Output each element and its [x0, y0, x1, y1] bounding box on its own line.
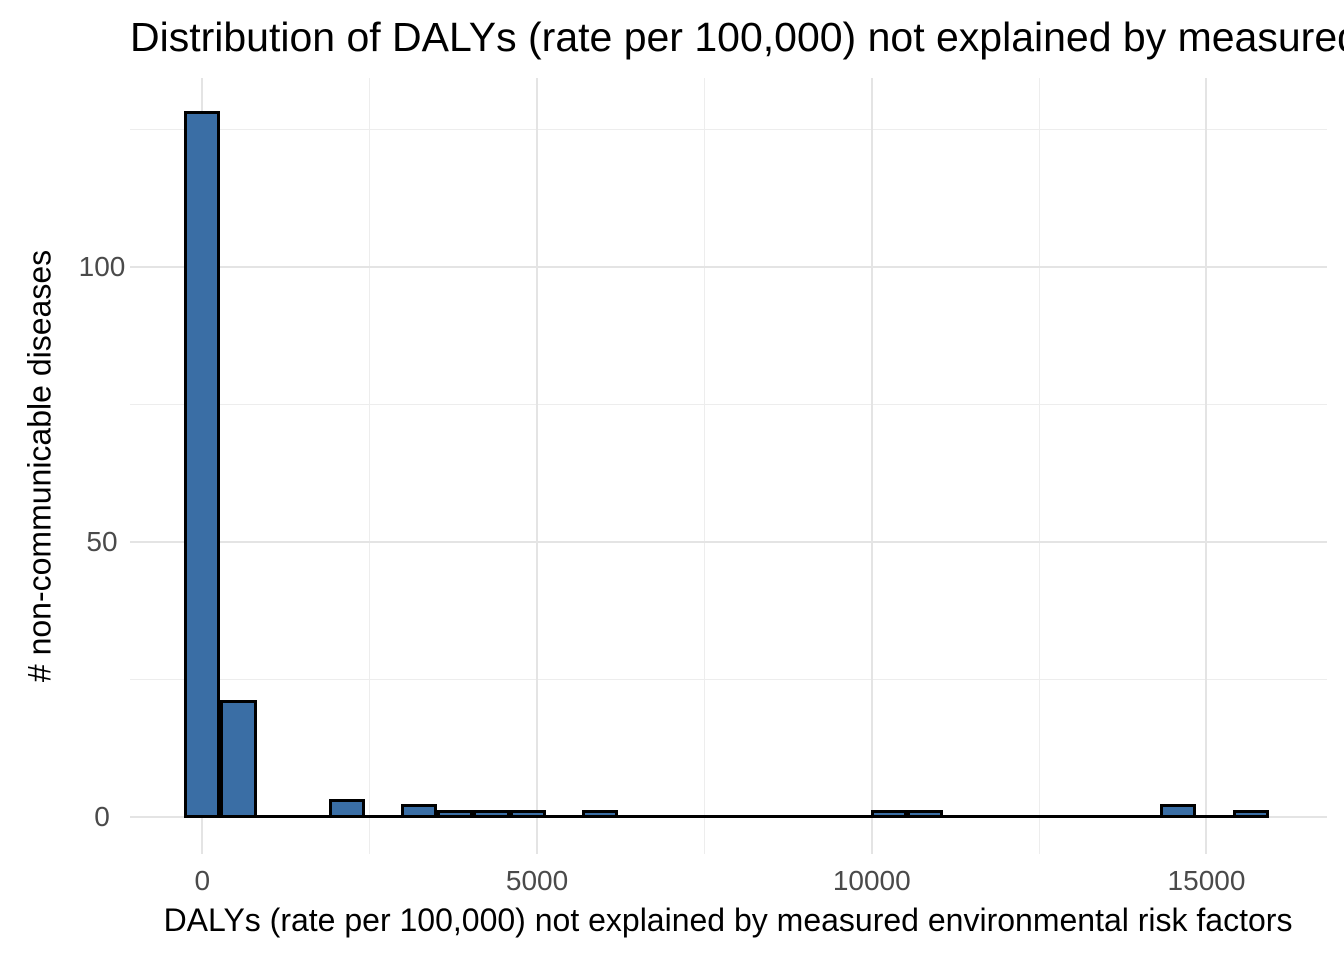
- histogram-bar: [509, 809, 546, 819]
- histogram-zero-bin: [762, 815, 799, 819]
- histogram-bar: [184, 111, 221, 819]
- histogram-zero-bin: [364, 815, 402, 819]
- y-axis-title-box: # non-communicable diseases: [10, 78, 70, 854]
- x-minor-gridline: [369, 78, 371, 854]
- x-minor-gridline: [703, 78, 705, 854]
- x-tick-label: 15000: [1167, 865, 1246, 896]
- y-minor-gridline: [130, 403, 1327, 405]
- x-axis-title: DALYs (rate per 100,000) not explained b…: [163, 902, 1293, 938]
- histogram-zero-bin: [1051, 815, 1088, 819]
- histogram-bar: [220, 699, 257, 819]
- histogram-zero-bin: [545, 815, 582, 819]
- histogram-zero-bin: [834, 815, 872, 819]
- x-major-gridline: [536, 78, 539, 854]
- histogram-bar: [871, 809, 908, 819]
- histogram-zero-bin: [1088, 815, 1125, 819]
- y-tick-label: 50: [86, 525, 118, 557]
- y-axis-title: # non-communicable diseases: [21, 249, 58, 683]
- chart-title: Distribution of DALYs (rate per 100,000)…: [130, 14, 1344, 60]
- y-tick-label: 0: [94, 800, 110, 832]
- histogram-bar: [473, 809, 510, 819]
- x-tick-label: 5000: [505, 865, 569, 896]
- histogram-zero-bin: [292, 815, 329, 819]
- histogram-zero-bin: [654, 815, 691, 819]
- histogram-bar: [1232, 809, 1269, 819]
- histogram-zero-bin: [943, 815, 980, 819]
- y-minor-gridline: [130, 128, 1327, 130]
- histogram-zero-bin: [1124, 815, 1161, 819]
- histogram-zero-bin: [1196, 815, 1233, 819]
- x-major-gridline: [1205, 78, 1208, 854]
- x-tick-label: 0: [194, 865, 211, 896]
- histogram-bar: [401, 804, 438, 819]
- histogram-bar: [581, 809, 619, 819]
- x-major-gridline: [870, 78, 873, 854]
- histogram-zero-bin: [690, 815, 727, 819]
- histogram-zero-bin: [798, 815, 835, 819]
- histogram-bar: [328, 798, 365, 819]
- histogram-zero-bin: [1015, 815, 1052, 819]
- x-minor-gridline: [1038, 78, 1040, 854]
- histogram-zero-bin: [618, 815, 655, 819]
- y-major-gridline: [130, 540, 1327, 543]
- y-major-gridline: [130, 265, 1327, 268]
- histogram-zero-bin: [979, 815, 1016, 819]
- y-minor-gridline: [130, 678, 1327, 680]
- y-tick-label: 100: [78, 250, 126, 282]
- plot-panel: [130, 78, 1327, 854]
- histogram-bar: [437, 809, 474, 819]
- histogram-zero-bin: [256, 815, 293, 819]
- histogram-bar: [907, 809, 944, 819]
- histogram-zero-bin: [726, 815, 763, 819]
- histogram-bar: [1160, 804, 1197, 819]
- x-tick-label: 10000: [832, 865, 911, 896]
